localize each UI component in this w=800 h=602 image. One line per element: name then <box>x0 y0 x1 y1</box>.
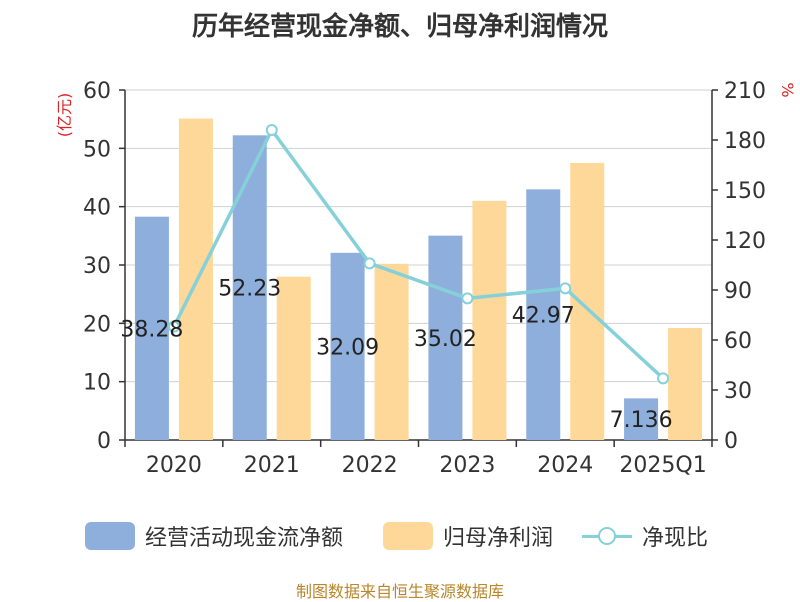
point-cash-ratio <box>657 372 670 385</box>
y-right-tick-label: 30 <box>724 379 752 404</box>
source-note: 制图数据来自恒生聚源数据库 <box>295 582 504 601</box>
y-left-tick-label: 20 <box>83 312 111 337</box>
bar-operating-cashflow <box>526 189 561 440</box>
legend-swatch-operating-cashflow <box>85 522 135 550</box>
data-label-operating-cashflow: 32.09 <box>316 335 379 360</box>
x-tick-label: 2022 <box>342 453 398 478</box>
bar-operating-cashflow <box>134 216 169 440</box>
y-right-tick-label: 150 <box>724 179 766 204</box>
bar-net-profit <box>570 162 605 440</box>
data-label-operating-cashflow: 38.28 <box>120 317 183 342</box>
y-left-tick-label: 40 <box>83 196 111 221</box>
line-cash-ratio <box>172 128 665 380</box>
bar-operating-cashflow <box>428 235 463 440</box>
x-tick-label: 2020 <box>146 453 202 478</box>
y-right-tick-label: 0 <box>724 429 738 454</box>
legend-item-cash-ratio[interactable]: 净现比 <box>582 516 708 556</box>
y-left-tick-label: 0 <box>97 429 111 454</box>
data-label-operating-cashflow: 7.136 <box>610 408 673 433</box>
y-right-tick-label: 90 <box>724 279 752 304</box>
y-left-axis-label: (亿元) <box>55 93 74 138</box>
data-label-operating-cashflow: 35.02 <box>414 327 477 352</box>
y-right-axis-label: % <box>778 82 797 97</box>
legend-label-cash-ratio: 净现比 <box>642 526 709 551</box>
data-label-operating-cashflow: 42.97 <box>512 304 575 329</box>
chart-legend: 经营活动现金流净额 归母净利润 净现比 <box>0 516 800 556</box>
legend-label-operating-cashflow: 经营活动现金流净额 <box>145 526 344 551</box>
point-cash-ratio <box>363 257 376 270</box>
data-label-operating-cashflow: 52.23 <box>218 277 281 302</box>
bar-operating-cashflow <box>624 398 659 440</box>
x-tick-label: 2025Q1 <box>619 453 706 478</box>
legend-item-net-profit[interactable]: 归母净利润 <box>383 516 553 556</box>
y-left-tick-label: 30 <box>83 254 111 279</box>
bar-net-profit <box>668 328 703 440</box>
y-right-tick-label: 180 <box>724 129 766 154</box>
y-right-tick-label: 120 <box>724 229 766 254</box>
legend-item-operating-cashflow[interactable]: 经营活动现金流净额 <box>85 516 343 556</box>
y-left-tick-label: 50 <box>83 137 111 162</box>
point-cash-ratio <box>167 320 180 333</box>
x-tick-label: 2023 <box>439 453 495 478</box>
bar-net-profit <box>374 263 409 440</box>
y-right-tick-label: 210 <box>724 79 766 104</box>
legend-label-net-profit: 归母净利润 <box>443 526 554 551</box>
point-cash-ratio <box>461 292 474 305</box>
x-tick-label: 2024 <box>537 453 593 478</box>
legend-swatch-cash-ratio <box>582 522 632 550</box>
point-cash-ratio <box>559 282 572 295</box>
legend-swatch-net-profit <box>383 522 433 550</box>
y-left-tick-label: 10 <box>83 371 111 396</box>
y-right-tick-label: 60 <box>724 329 752 354</box>
bar-net-profit <box>472 200 507 440</box>
point-cash-ratio <box>265 124 278 136</box>
bar-net-profit <box>276 276 311 440</box>
chart-title: 历年经营现金净额、归母净利润情况 <box>191 12 608 42</box>
bar-operating-cashflow <box>232 135 267 440</box>
x-tick-label: 2021 <box>244 453 300 478</box>
bar-operating-cashflow <box>330 252 365 440</box>
y-left-tick-label: 60 <box>83 79 111 104</box>
